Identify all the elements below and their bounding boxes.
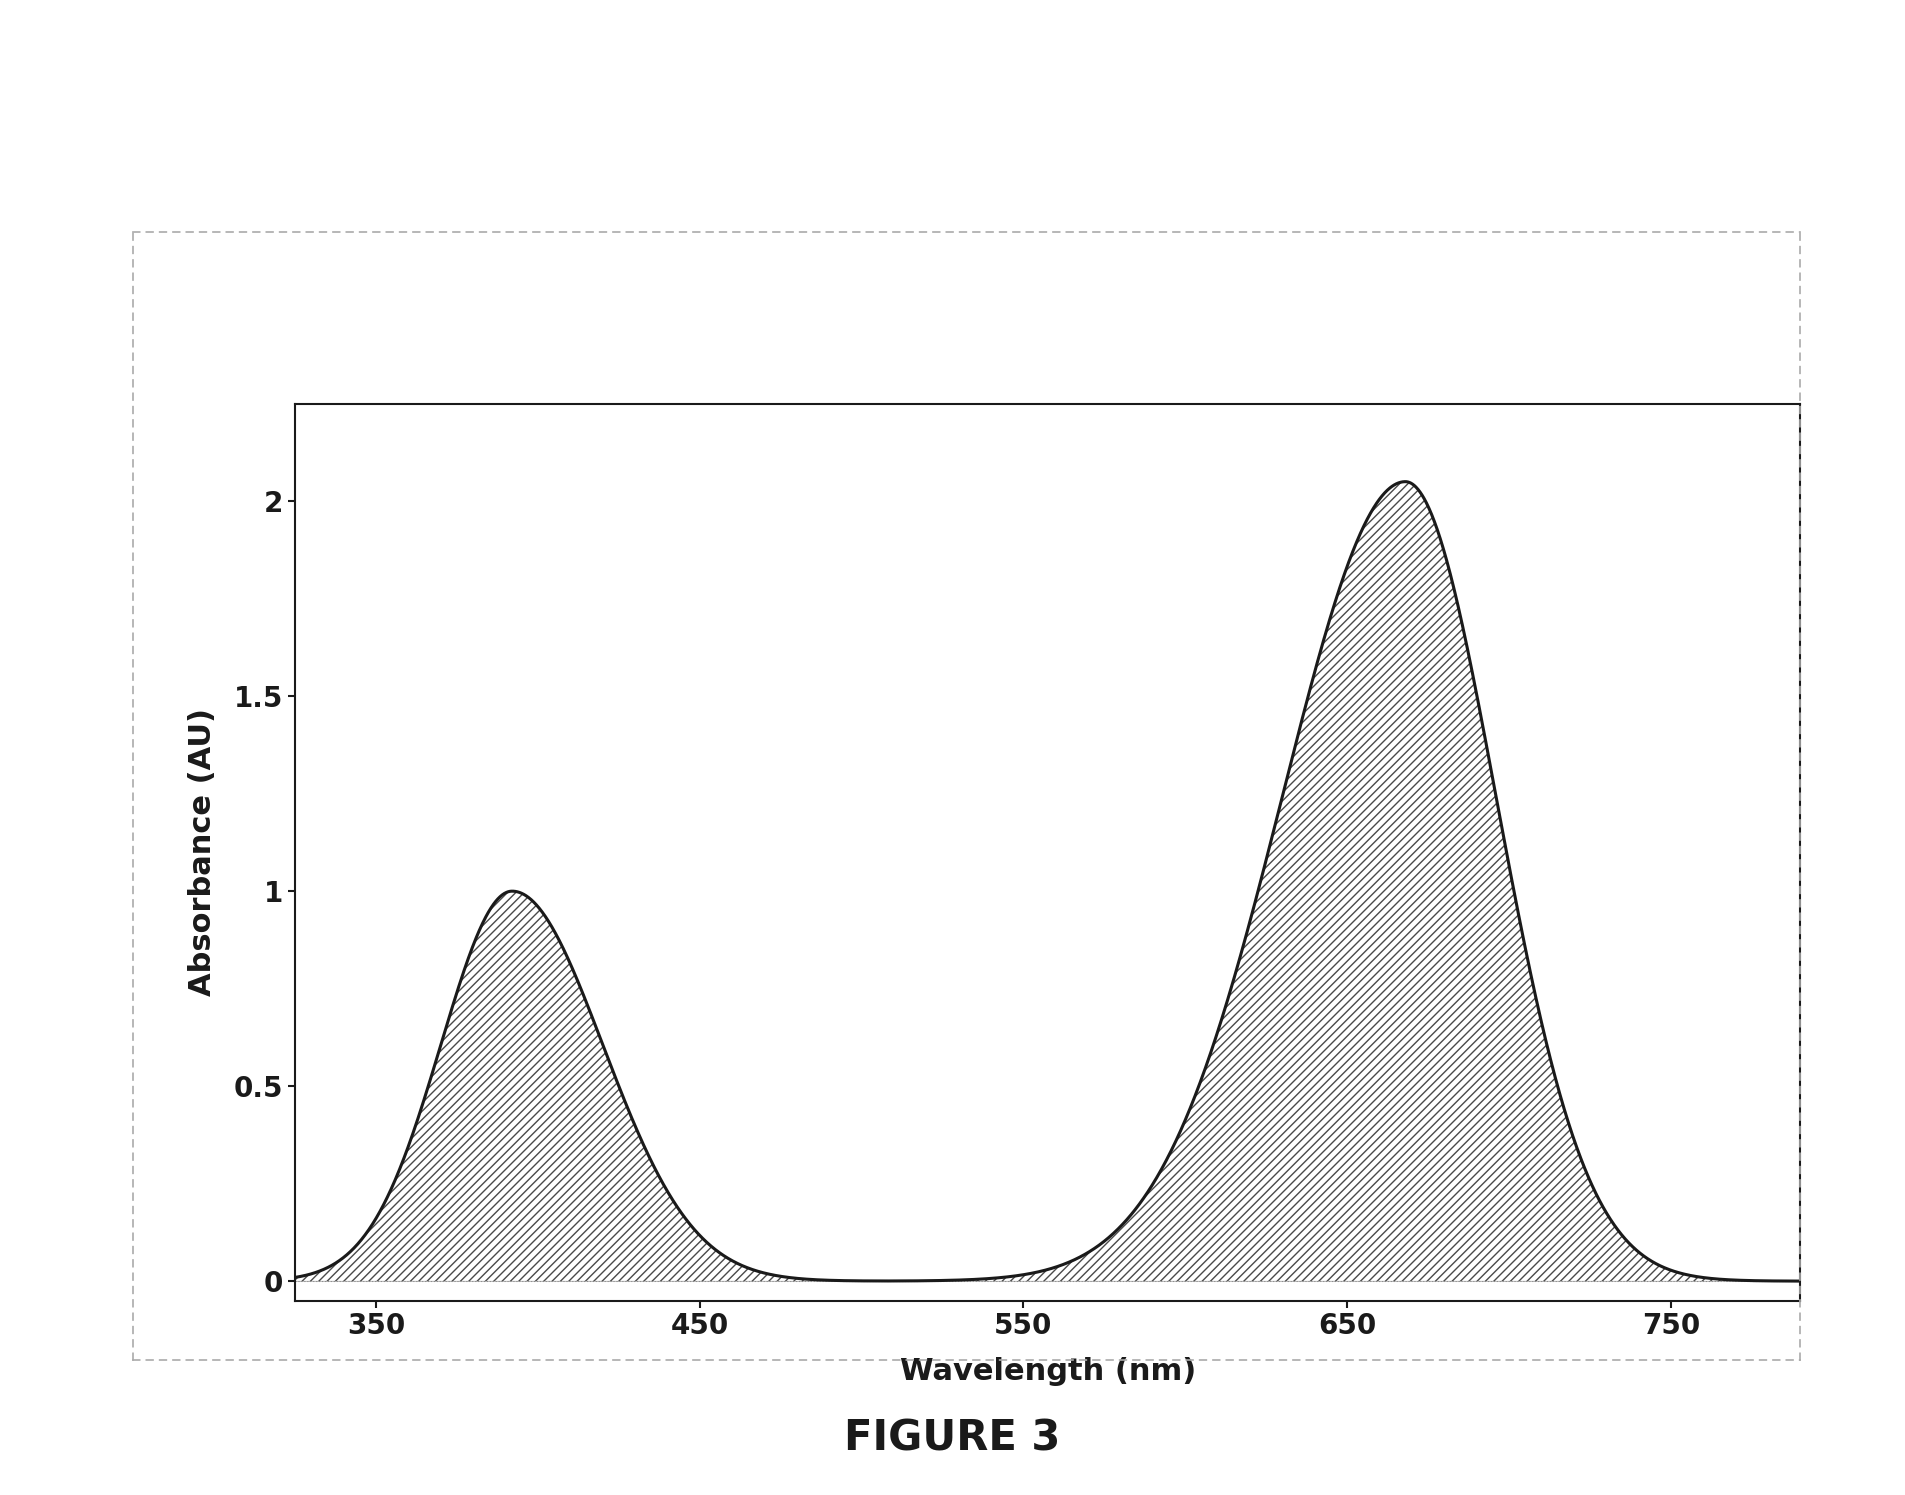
X-axis label: Wavelength (nm): Wavelength (nm) xyxy=(899,1357,1196,1386)
Text: FIGURE 3: FIGURE 3 xyxy=(844,1417,1061,1459)
Y-axis label: Absorbance (AU): Absorbance (AU) xyxy=(189,709,217,996)
